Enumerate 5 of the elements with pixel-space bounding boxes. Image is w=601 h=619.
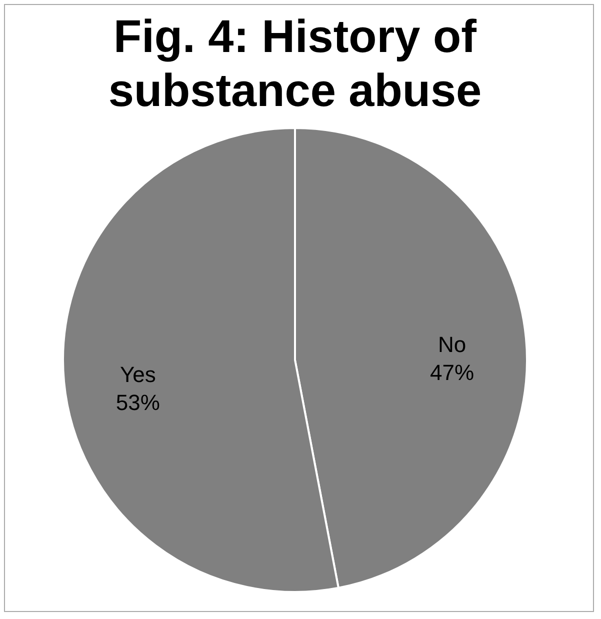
chart-title: Fig. 4: History of substance abuse xyxy=(108,10,482,116)
data-label: 47% xyxy=(430,360,474,386)
slice-label: No xyxy=(438,332,466,358)
slice-label: Yes xyxy=(120,362,156,387)
data-label: 53% xyxy=(116,390,160,415)
